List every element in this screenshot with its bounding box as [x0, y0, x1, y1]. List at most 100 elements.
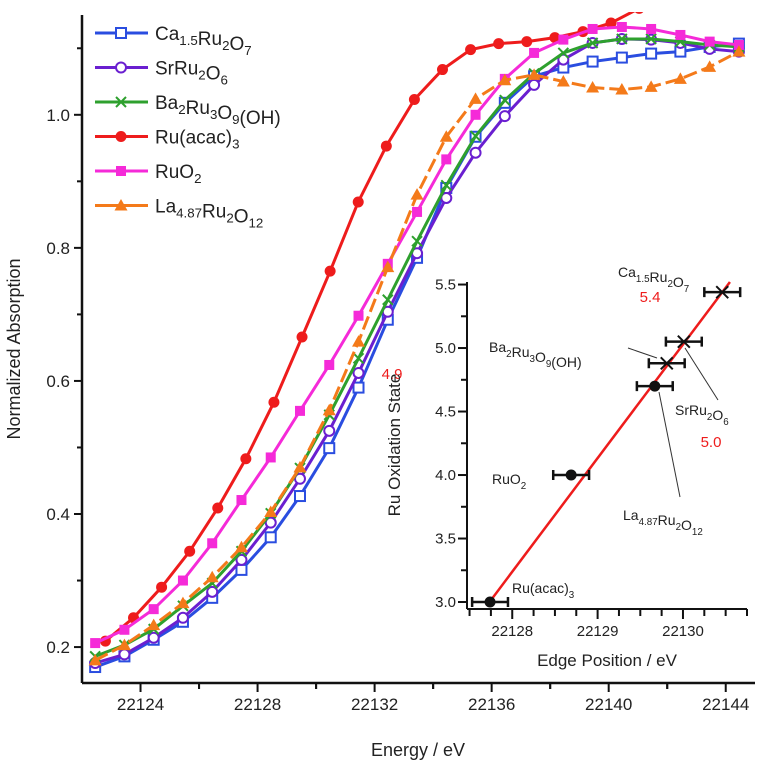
data-point: [465, 44, 477, 56]
data-point: [236, 495, 247, 506]
inset-point-label: La4.87Ru2O12: [623, 507, 703, 538]
data-point: [439, 130, 453, 142]
data-point: [549, 32, 561, 44]
x-tick-label: 22132: [351, 695, 398, 714]
subscript: 2: [194, 171, 201, 186]
leader-line: [684, 347, 719, 401]
data-point: [635, 12, 644, 14]
inset-y-tick-label: 3.5: [435, 531, 456, 548]
data-point: [675, 29, 686, 40]
y-tick-label: 1.0: [46, 106, 70, 125]
data-point: [382, 294, 394, 306]
text-part: Ba: [489, 339, 506, 355]
subscript: 1.5: [636, 274, 650, 285]
data-point: [268, 396, 280, 408]
data-point: [586, 81, 600, 93]
data-point: [527, 68, 541, 80]
text-part: RuO: [155, 162, 194, 183]
text-part: Ru(acac): [512, 580, 569, 596]
x-tick-label: 22128: [234, 695, 281, 714]
legend-label: Ca1.5Ru2O7: [155, 24, 252, 58]
x-axis-title: Energy / eV: [371, 740, 465, 760]
oxidation-state-value: 5.0: [701, 434, 722, 451]
data-point: [323, 442, 336, 455]
data-point: [352, 196, 364, 208]
data-point: [118, 648, 131, 661]
text-part: RuO: [492, 471, 521, 487]
data-point: [294, 405, 305, 416]
legend-marker: [114, 199, 128, 211]
subscript: 3: [569, 590, 575, 601]
inset-point: [664, 334, 704, 349]
subscript: 6: [723, 417, 729, 428]
subscript: 12: [692, 527, 703, 538]
data-point: [119, 624, 130, 635]
inset-marker: [660, 356, 674, 370]
y-tick-label: 0.2: [46, 638, 70, 657]
subscript: 2: [222, 38, 229, 53]
data-point: [234, 540, 248, 553]
legend-marker: [116, 166, 126, 176]
inset-y-tick-label: 3.0: [435, 594, 456, 611]
subscript: 6: [220, 73, 227, 88]
leader-line: [658, 391, 681, 498]
data-point: [558, 34, 569, 45]
data-point: [324, 265, 336, 277]
data-point: [212, 502, 224, 514]
text-part: O: [217, 103, 232, 124]
data-point: [498, 73, 512, 86]
subscript: 4.87: [176, 206, 202, 221]
subscript: 2: [676, 522, 681, 533]
data-point: [412, 206, 423, 217]
subscript: 3: [210, 107, 217, 122]
data-point: [352, 335, 366, 347]
data-point: [733, 39, 744, 50]
text-part: La: [623, 507, 639, 523]
inset-point: [703, 285, 742, 299]
oxidation-state-value: 5.4: [640, 289, 661, 306]
text-part: Ru: [658, 512, 676, 528]
data-point: [498, 96, 511, 109]
leader-line: [627, 347, 658, 359]
subscript: 7: [244, 43, 251, 58]
subscript: 9: [546, 359, 551, 370]
data-point: [235, 553, 248, 566]
inset-point: [551, 469, 591, 481]
data-point: [615, 83, 629, 95]
data-point: [469, 146, 482, 159]
legend-marker: [115, 61, 127, 74]
series-4: [90, 21, 744, 649]
data-point: [205, 570, 219, 583]
inset-x-tick-label: 22128: [491, 623, 533, 640]
data-point: [436, 64, 448, 76]
data-point: [264, 516, 277, 529]
inset-point: [635, 380, 674, 392]
data-point: [528, 78, 541, 91]
data-point: [176, 611, 189, 624]
inset-point-label: SrRu2O6: [675, 402, 729, 428]
data-point: [521, 36, 533, 48]
data-point: [616, 21, 627, 32]
data-point: [411, 235, 423, 247]
data-point: [529, 47, 540, 58]
text-part: O: [206, 64, 221, 85]
data-point: [353, 310, 364, 321]
inset-marker: [715, 285, 729, 299]
y-tick-label: 0.4: [46, 505, 70, 524]
data-point: [673, 72, 687, 84]
inset-y-tick-label: 4.5: [435, 404, 456, 421]
inset-marker: [565, 469, 577, 481]
subscript: 2: [178, 102, 185, 117]
inset-x-axis-title: Edge Position / eV: [537, 651, 678, 670]
data-point: [646, 23, 657, 34]
data-point: [615, 51, 628, 64]
data-point: [184, 545, 196, 557]
data-point: [352, 381, 365, 394]
x-tick-label: 22136: [468, 695, 515, 714]
data-point: [440, 179, 453, 192]
text-part: Ru: [202, 202, 226, 223]
data-point: [323, 424, 336, 437]
text-part: (OH): [240, 108, 281, 129]
data-point: [616, 33, 628, 45]
data-point: [148, 604, 159, 615]
